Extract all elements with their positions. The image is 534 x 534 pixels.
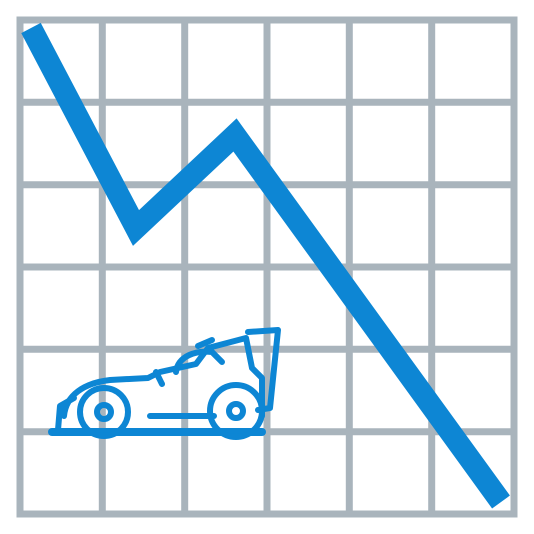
race-car-icon (48, 327, 281, 440)
car-airbox (195, 337, 215, 349)
front-wheel-hub (94, 402, 114, 422)
car-nose-detail (153, 369, 165, 387)
car-cockpit (173, 348, 225, 375)
declining-trend-line-icon (21, 22, 510, 509)
car-front-wing (55, 395, 77, 433)
rear-wheel-hub (226, 401, 246, 421)
front-wheel (77, 385, 131, 439)
rear-wheel (207, 382, 265, 440)
